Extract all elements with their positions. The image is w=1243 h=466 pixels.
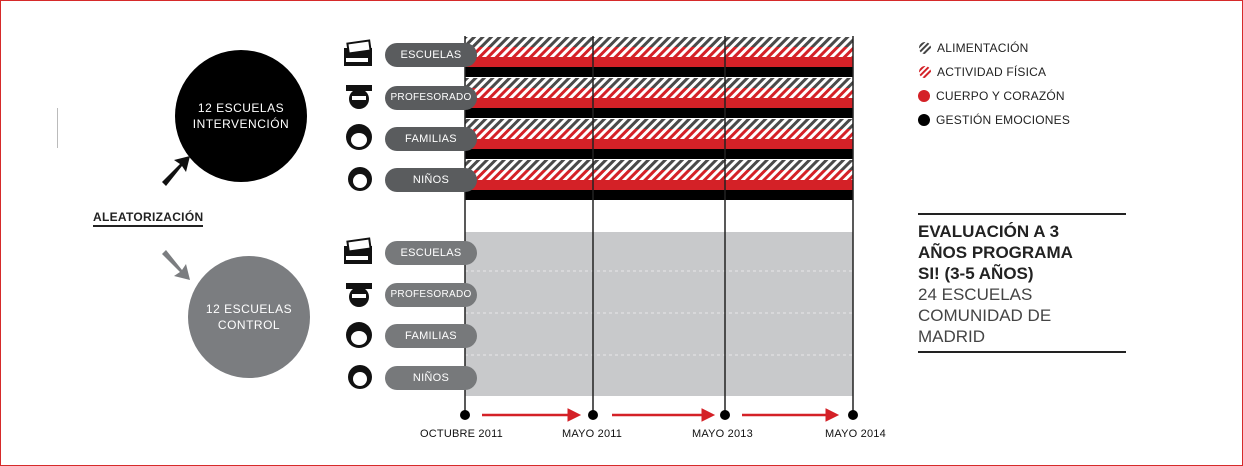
legend-item: CUERPO Y CORAZÓN [918, 84, 1070, 108]
row-label-schools: ESCUELAS [385, 43, 477, 67]
row-label-families: FAMILIAS [385, 127, 477, 151]
timeline-label: OCTUBRE 2011 [420, 428, 503, 440]
row-label-families: FAMILIAS [385, 324, 477, 348]
child-icon [348, 365, 372, 389]
timeline-points [460, 410, 858, 420]
intervention-group-circle: 12 ESCUELAS INTERVENCIÓN [175, 50, 307, 182]
black-dot-icon [918, 114, 930, 126]
row-label-teachers: PROFESORADO [385, 86, 477, 110]
evaluation-title-line: SI! (3-5 AÑOS) [918, 264, 1034, 283]
bottom-rule [918, 351, 1126, 353]
row-label-schools: ESCUELAS [385, 241, 477, 265]
row-label-children: NIÑOS [385, 366, 477, 390]
evaluation-subtitle-line: MADRID [918, 327, 986, 346]
divider [57, 108, 58, 148]
randomization-label: ALEATORIZACIÓN [93, 210, 204, 227]
evaluation-subtitle-line: COMUNIDAD DE [918, 306, 1052, 325]
legend-label: ALIMENTACIÓN [937, 41, 1029, 55]
intervention-line2: INTERVENCIÓN [192, 117, 290, 131]
family-icon [346, 124, 372, 150]
intervention-bands [465, 37, 853, 200]
hatched-red-swatch-icon [919, 66, 931, 78]
legend-item: ACTIVIDAD FÍSICA [918, 60, 1070, 84]
arrow-down-right-icon [162, 250, 190, 280]
family-icon [346, 322, 372, 348]
control-group-circle: 12 ESCUELAS CONTROL [188, 256, 310, 378]
school-icon [344, 39, 372, 66]
evaluation-title-block: EVALUACIÓN A 3 AÑOS PROGRAMA SI! (3-5 AÑ… [918, 213, 1126, 353]
teacher-icon [346, 85, 372, 109]
school-icon [344, 237, 372, 264]
red-dot-icon [918, 90, 930, 102]
control-line1: 12 ESCUELAS [205, 302, 293, 316]
legend-item: GESTIÓN EMOCIONES [918, 108, 1070, 132]
evaluation-subtitle-line: 24 ESCUELAS [918, 285, 1033, 304]
arrow-up-right-icon [162, 156, 190, 186]
legend: ALIMENTACIÓN ACTIVIDAD FÍSICA CUERPO Y C… [918, 36, 1070, 132]
row-label-children: NIÑOS [385, 168, 477, 192]
legend-label: ACTIVIDAD FÍSICA [937, 65, 1047, 79]
timeline-lines [464, 36, 854, 414]
legend-label: GESTIÓN EMOCIONES [936, 113, 1071, 127]
teacher-icon [346, 283, 372, 307]
hatched-gray-swatch-icon [919, 42, 931, 54]
evaluation-title-line: EVALUACIÓN A 3 [918, 222, 1060, 241]
timeline-label: MAYO 2013 [692, 428, 753, 440]
legend-label: CUERPO Y CORAZÓN [936, 89, 1065, 103]
control-band [465, 232, 853, 396]
timeline-label: MAYO 2014 [825, 428, 886, 440]
legend-item: ALIMENTACIÓN [918, 36, 1070, 60]
timeline-label: MAYO 2011 [562, 428, 623, 440]
row-label-teachers: PROFESORADO [385, 283, 477, 307]
timeline-arrows [482, 408, 840, 422]
top-rule [918, 213, 1126, 215]
evaluation-title-line: AÑOS PROGRAMA [918, 243, 1073, 262]
child-icon [348, 167, 372, 191]
intervention-line1: 12 ESCUELAS [197, 101, 285, 115]
control-line2: CONTROL [217, 318, 281, 332]
